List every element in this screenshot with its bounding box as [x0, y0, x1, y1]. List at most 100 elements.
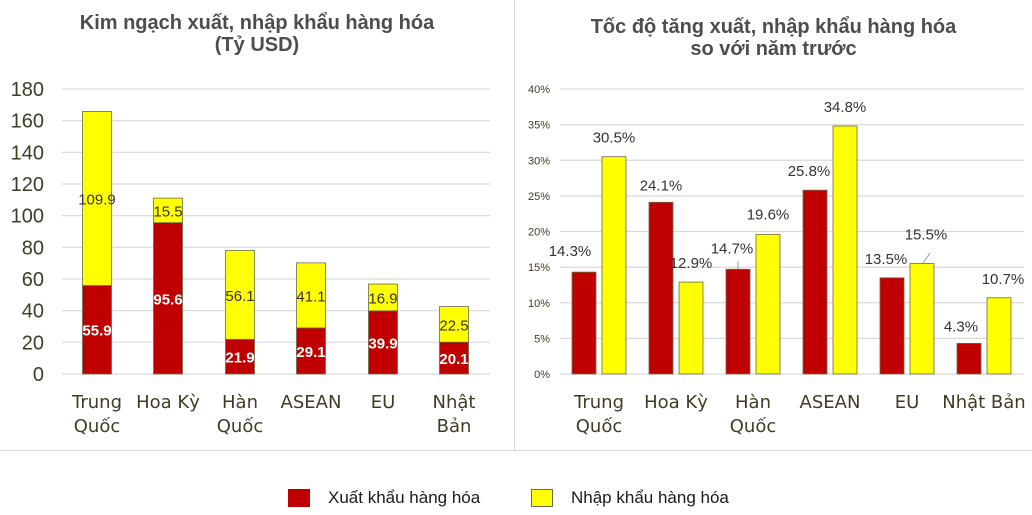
divider [0, 450, 1032, 451]
x-category-label: Quốc [730, 416, 777, 437]
y-tick-label: 160 [11, 111, 44, 133]
export-value-label: 14.7% [711, 240, 754, 257]
y-tick-label: 15% [528, 262, 550, 274]
export-value-label: 13.5% [865, 251, 908, 268]
x-category-label: Hoa Kỳ [136, 392, 200, 413]
x-category-label: Bản [437, 416, 472, 437]
legend-item-import: Nhập khẩu hàng hóa [531, 488, 729, 508]
export-bar [82, 285, 112, 375]
y-tick-label: 40 [22, 301, 44, 323]
y-tick-label: 100 [11, 206, 44, 228]
y-tick-label: 0% [534, 369, 550, 381]
legend-export-label: Xuất khẩu hàng hóa [328, 488, 481, 507]
import-bar [153, 197, 183, 224]
export-bar [725, 268, 751, 375]
import-bar [755, 233, 781, 375]
y-tick-label: 0 [33, 364, 44, 386]
import-value-label: 34.8% [824, 99, 867, 116]
x-category-label: Hàn [222, 392, 258, 413]
export-value-label: 20.1 [439, 351, 468, 368]
y-tick-label: 80 [22, 237, 44, 259]
export-bar [956, 342, 982, 375]
export-value-label: 95.6 [153, 291, 182, 308]
x-category-label: Nhật Bản [942, 392, 1025, 413]
x-category-label: Trung [71, 392, 122, 413]
right-chart-plot: 0% 5% 10% 15% 20% 25% 30% 35% 40% 14.3% 30.5% Trung… [528, 84, 1026, 437]
export-value-label: 55.9 [82, 323, 111, 340]
export-swatch-icon [288, 489, 310, 507]
export-bar [571, 271, 597, 375]
import-bar [832, 125, 858, 375]
import-bar [225, 250, 255, 340]
import-value-label: 16.9 [368, 290, 397, 307]
y-tick-label: 25% [528, 191, 550, 203]
legend-import-label: Nhập khẩu hàng hóa [571, 488, 729, 507]
import-bar [296, 262, 326, 329]
export-value-label: 24.1% [640, 177, 683, 194]
import-value-label: 15.5% [905, 227, 948, 244]
left-chart-title: Kim ngạch xuất, nhập khẩu hàng hóa (Tỷ U… [0, 12, 514, 56]
import-value-label: 109.9 [78, 191, 116, 208]
export-value-label: 14.3% [549, 243, 592, 260]
y-tick-label: 40% [528, 84, 550, 96]
export-bar [225, 338, 255, 375]
import-value-label: 15.5 [153, 203, 182, 220]
import-bar [82, 111, 112, 286]
right-chart-title-line2: so với năm trước [690, 38, 857, 60]
right-chart-title-line1: Tốc độ tăng xuất, nhập khẩu hàng hóa [590, 16, 957, 38]
x-category-label: ASEAN [281, 392, 342, 413]
export-bar [648, 201, 674, 375]
import-value-label: 56.1 [225, 288, 254, 305]
import-value-label: 22.5 [439, 317, 468, 334]
left-chart-plot: 0 20 40 60 80 100 120 140 160 180 55.9 109.9 Trung Qu… [11, 79, 490, 437]
import-value-label: 12.9% [670, 255, 713, 272]
y-tick-label: 35% [528, 120, 550, 132]
export-bar [439, 341, 469, 375]
export-value-label: 39.9 [368, 335, 397, 352]
x-category-label: Quốc [576, 416, 623, 437]
left-chart-panel: Kim ngạch xuất, nhập khẩu hàng hóa (Tỷ U… [0, 0, 515, 450]
x-category-label: Hàn [735, 392, 771, 413]
right-chart-title: Tốc độ tăng xuất, nhập khẩu hàng hóa so … [515, 16, 1032, 60]
import-bar [678, 281, 704, 375]
left-chart-title-line1: Kim ngạch xuất, nhập khẩu hàng hóa [79, 12, 435, 34]
export-bar [296, 327, 326, 375]
y-tick-label: 5% [534, 333, 550, 345]
y-tick-label: 10% [528, 298, 550, 310]
x-category-label: Hoa Kỳ [644, 392, 708, 413]
import-value-label: 30.5% [593, 130, 636, 147]
x-category-label: ASEAN [800, 392, 861, 413]
import-bar [439, 306, 469, 343]
x-category-label: EU [371, 392, 396, 413]
y-tick-label: 60 [22, 269, 44, 291]
x-category-label: EU [895, 392, 920, 413]
y-tick-label: 120 [11, 174, 44, 196]
import-value-label: 41.1 [296, 288, 325, 305]
legend-item-export: Xuất khẩu hàng hóa [288, 488, 480, 508]
x-category-label: Nhật [433, 392, 476, 413]
import-bar [601, 156, 627, 375]
y-tick-label: 30% [528, 155, 550, 167]
import-bar [909, 263, 935, 375]
y-tick-label: 140 [11, 142, 44, 164]
export-bar [153, 222, 183, 375]
x-category-label: Quốc [217, 416, 264, 437]
y-tick-label: 20 [22, 332, 44, 354]
y-tick-label: 20% [528, 227, 550, 239]
x-category-label: Quốc [74, 416, 121, 437]
export-value-label: 25.8% [788, 163, 831, 180]
import-bar [368, 283, 398, 312]
left-chart-title-line2: (Tỷ USD) [214, 34, 300, 56]
import-value-label: 10.7% [982, 271, 1025, 288]
export-bar [368, 310, 398, 375]
export-bar [802, 189, 828, 375]
import-bar [986, 297, 1012, 375]
legend: Xuất khẩu hàng hóa Nhập khẩu hàng hóa [0, 488, 1032, 512]
export-value-label: 29.1 [296, 344, 325, 361]
import-value-label: 19.6% [747, 206, 790, 223]
export-value-label: 21.9 [225, 350, 254, 367]
leader-line [922, 252, 931, 264]
export-bar [879, 277, 905, 375]
right-chart-panel: Tốc độ tăng xuất, nhập khẩu hàng hóa so … [515, 0, 1032, 450]
import-swatch-icon [531, 489, 553, 507]
